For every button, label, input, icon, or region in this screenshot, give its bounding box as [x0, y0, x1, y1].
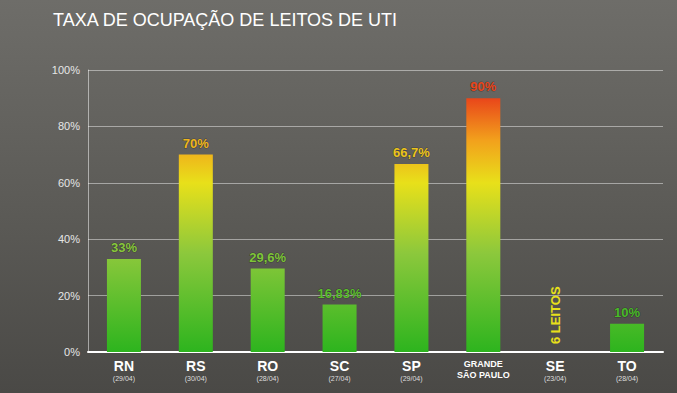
- svg-text:40%: 40%: [58, 233, 80, 245]
- svg-text:100%: 100%: [52, 64, 80, 76]
- svg-text:10%: 10%: [614, 305, 640, 320]
- svg-text:90%: 90%: [470, 79, 496, 94]
- svg-text:TO: TO: [617, 358, 636, 374]
- svg-text:(29/04): (29/04): [113, 375, 135, 383]
- svg-text:SE: SE: [546, 358, 565, 374]
- svg-text:SÃO PAULO: SÃO PAULO: [457, 370, 510, 380]
- svg-text:20%: 20%: [58, 290, 80, 302]
- svg-text:RS: RS: [186, 358, 205, 374]
- svg-text:SC: SC: [330, 358, 349, 374]
- svg-text:66,7%: 66,7%: [393, 145, 430, 160]
- svg-text:(29/04): (29/04): [400, 375, 422, 383]
- svg-text:16,83%: 16,83%: [318, 286, 363, 301]
- svg-text:TAXA DE OCUPAÇÃO DE LEITOS DE: TAXA DE OCUPAÇÃO DE LEITOS DE UTI: [53, 9, 397, 30]
- svg-text:6 LEITOS: 6 LEITOS: [548, 286, 563, 344]
- svg-text:29,6%: 29,6%: [249, 250, 286, 265]
- svg-text:SP: SP: [402, 358, 421, 374]
- svg-text:(28/04): (28/04): [257, 375, 279, 383]
- svg-text:RN: RN: [114, 358, 134, 374]
- svg-text:33%: 33%: [111, 240, 137, 255]
- svg-text:60%: 60%: [58, 177, 80, 189]
- svg-text:(27/04): (27/04): [328, 375, 350, 383]
- svg-text:(30/04): (30/04): [185, 375, 207, 383]
- svg-text:70%: 70%: [183, 136, 209, 151]
- svg-text:80%: 80%: [58, 120, 80, 132]
- svg-text:GRANDE: GRANDE: [464, 359, 503, 369]
- svg-text:(23/04): (23/04): [544, 375, 566, 383]
- svg-text:0%: 0%: [64, 346, 80, 358]
- svg-text:(28/04): (28/04): [616, 375, 638, 383]
- svg-text:RO: RO: [257, 358, 278, 374]
